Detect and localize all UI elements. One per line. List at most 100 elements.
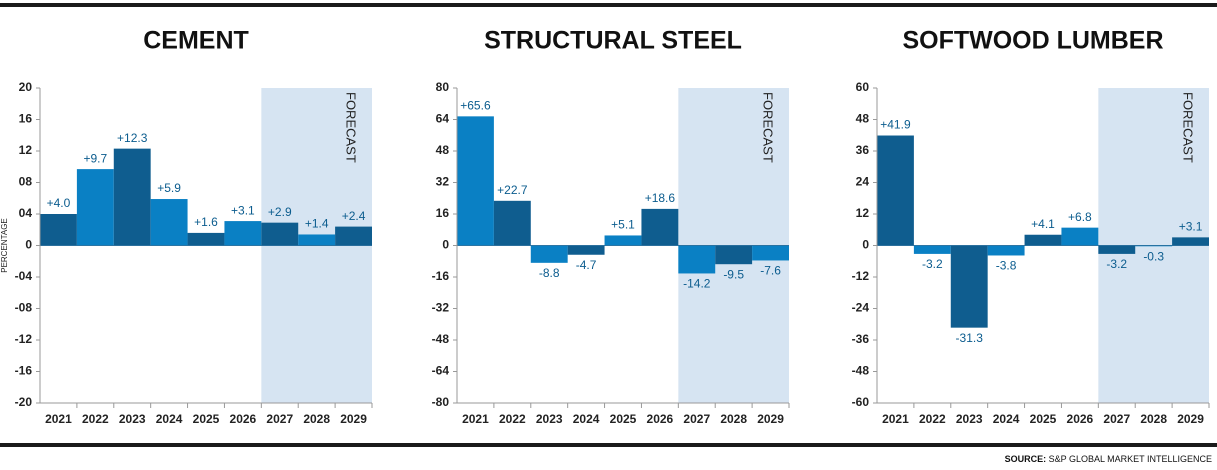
x-tick-label: 2025 bbox=[610, 412, 637, 426]
bar bbox=[1172, 237, 1209, 246]
bar bbox=[987, 245, 1025, 256]
x-tick-label: 2027 bbox=[683, 412, 710, 426]
x-tick-label: 2023 bbox=[956, 412, 983, 426]
bar bbox=[150, 199, 188, 246]
panel: SOFTWOOD LUMBER FORECAST -60 -48 -36 -24 -12 0 1… bbox=[852, 27, 1210, 426]
value-label: +5.1 bbox=[611, 218, 635, 232]
y-tick-label: -12 bbox=[852, 269, 870, 283]
value-label: -9.5 bbox=[723, 267, 744, 281]
y-tick-label: 0 bbox=[862, 238, 869, 252]
y-tick-label: -04 bbox=[15, 269, 33, 283]
value-label: +1.4 bbox=[305, 217, 329, 231]
x-tick-label: 2025 bbox=[193, 412, 220, 426]
y-tick-label: 12 bbox=[19, 143, 33, 157]
value-label: +22.7 bbox=[497, 183, 528, 197]
x-tick-label: 2029 bbox=[1177, 412, 1204, 426]
bar bbox=[335, 226, 372, 246]
y-tick-label: 80 bbox=[436, 80, 450, 94]
y-tick-label: 48 bbox=[436, 143, 450, 157]
x-tick-label: 2024 bbox=[573, 412, 600, 426]
forecast-label: FORECAST bbox=[1181, 92, 1196, 163]
bottom-rule bbox=[0, 443, 1217, 447]
y-tick-label: -16 bbox=[432, 269, 450, 283]
value-label: -7.6 bbox=[760, 264, 781, 278]
y-tick-label: 24 bbox=[856, 175, 870, 189]
bar bbox=[678, 245, 716, 274]
panel: CEMENT FORECAST PERCENTAGE -20 -16 -12 -08 -04 0… bbox=[0, 27, 373, 426]
forecast-label: FORECAST bbox=[344, 92, 359, 163]
y-axis-label: PERCENTAGE bbox=[0, 218, 9, 273]
x-tick-label: 2028 bbox=[1140, 412, 1167, 426]
bar bbox=[752, 245, 789, 261]
y-tick-label: 36 bbox=[856, 143, 870, 157]
x-tick-label: 2021 bbox=[462, 412, 489, 426]
y-tick-label: 16 bbox=[436, 206, 450, 220]
x-tick-label: 2028 bbox=[303, 412, 330, 426]
value-label: +4.0 bbox=[47, 196, 71, 210]
value-label: +5.9 bbox=[157, 181, 181, 195]
bar bbox=[76, 169, 114, 246]
x-tick-label: 2024 bbox=[156, 412, 183, 426]
chart-title: CEMENT bbox=[143, 27, 249, 55]
source-label: SOURCE: bbox=[1005, 454, 1047, 464]
y-tick-label: 64 bbox=[436, 112, 450, 126]
bar bbox=[187, 232, 225, 246]
x-tick-label: 2026 bbox=[230, 412, 257, 426]
x-tick-label: 2027 bbox=[266, 412, 293, 426]
y-tick-label: 12 bbox=[856, 206, 870, 220]
x-tick-label: 2029 bbox=[757, 412, 784, 426]
bar bbox=[298, 234, 336, 246]
y-tick-label: -24 bbox=[852, 301, 870, 315]
y-tick-label: 60 bbox=[856, 80, 870, 94]
value-label: +3.1 bbox=[231, 203, 255, 217]
value-label: -3.2 bbox=[922, 257, 943, 271]
y-tick-label: -32 bbox=[432, 301, 450, 315]
value-label: +4.1 bbox=[1031, 217, 1055, 231]
y-tick-label: -80 bbox=[432, 395, 450, 409]
y-tick-label: -64 bbox=[432, 364, 450, 378]
source-text: S&P GLOBAL MARKET INTELLIGENCE bbox=[1049, 454, 1212, 464]
bar bbox=[224, 221, 262, 246]
bar bbox=[1061, 227, 1099, 246]
bar bbox=[493, 200, 531, 246]
value-label: +2.4 bbox=[342, 209, 366, 223]
y-tick-label: 48 bbox=[856, 112, 870, 126]
value-label: -3.2 bbox=[1106, 257, 1127, 271]
x-tick-label: 2022 bbox=[82, 412, 109, 426]
bar bbox=[261, 222, 299, 246]
x-tick-label: 2021 bbox=[882, 412, 909, 426]
value-label: +65.6 bbox=[460, 99, 491, 113]
y-tick-label: 04 bbox=[19, 206, 33, 220]
x-tick-label: 2027 bbox=[1103, 412, 1130, 426]
value-label: +1.6 bbox=[194, 215, 218, 229]
bar bbox=[1098, 245, 1136, 254]
y-tick-label: 0 bbox=[442, 238, 449, 252]
y-tick-label: -20 bbox=[15, 395, 33, 409]
x-tick-label: 2022 bbox=[499, 412, 526, 426]
value-label: +18.6 bbox=[645, 191, 676, 205]
y-tick-label: 08 bbox=[19, 175, 33, 189]
y-tick-label: 0 bbox=[25, 238, 32, 252]
value-label: +3.1 bbox=[1179, 220, 1203, 234]
x-tick-label: 2023 bbox=[119, 412, 146, 426]
x-tick-label: 2026 bbox=[1067, 412, 1094, 426]
value-label: -3.8 bbox=[996, 259, 1017, 273]
y-tick-label: 20 bbox=[19, 80, 33, 94]
x-tick-label: 2029 bbox=[340, 412, 367, 426]
value-label: -8.8 bbox=[539, 266, 560, 280]
x-tick-label: 2024 bbox=[993, 412, 1020, 426]
bar bbox=[877, 135, 914, 246]
x-tick-label: 2028 bbox=[720, 412, 747, 426]
bar bbox=[567, 245, 605, 255]
y-tick-label: -48 bbox=[432, 332, 450, 346]
bar bbox=[913, 245, 951, 254]
source: SOURCE: S&P GLOBAL MARKET INTELLIGENCE bbox=[1005, 454, 1212, 464]
value-label: -31.3 bbox=[956, 331, 984, 345]
x-tick-label: 2022 bbox=[919, 412, 946, 426]
value-label: +6.8 bbox=[1068, 210, 1092, 224]
x-tick-label: 2023 bbox=[536, 412, 563, 426]
bar bbox=[950, 245, 988, 328]
y-tick-label: -48 bbox=[852, 364, 870, 378]
value-label: +2.9 bbox=[268, 205, 292, 219]
bar bbox=[457, 116, 494, 246]
